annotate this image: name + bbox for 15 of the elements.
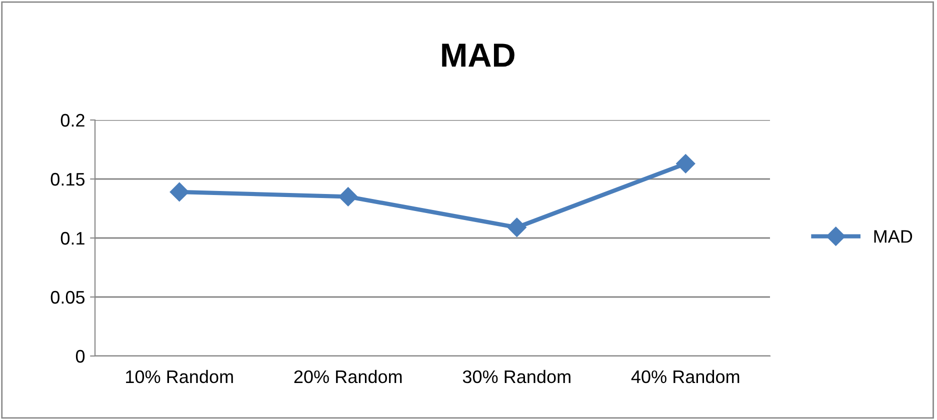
point [676,154,696,174]
legend-label: MAD [874,230,912,243]
y-tick-label: 0.1 [60,232,84,245]
x-tick-label: 30% Random [462,370,570,384]
y-tick-label: 0.15 [50,172,85,186]
y-tick-label: 0.2 [60,114,84,127]
point [338,187,358,206]
x-tick-label: 10% Random [126,370,233,384]
chart-title: MAD [442,44,514,67]
x-tick-label: 40% Random [631,370,740,384]
point [507,218,526,237]
point [170,182,189,202]
x-tick-label: 20% Random [294,370,402,384]
y-tick-label: 0 [76,350,85,363]
y-tick-label: 0.05 [50,290,85,304]
